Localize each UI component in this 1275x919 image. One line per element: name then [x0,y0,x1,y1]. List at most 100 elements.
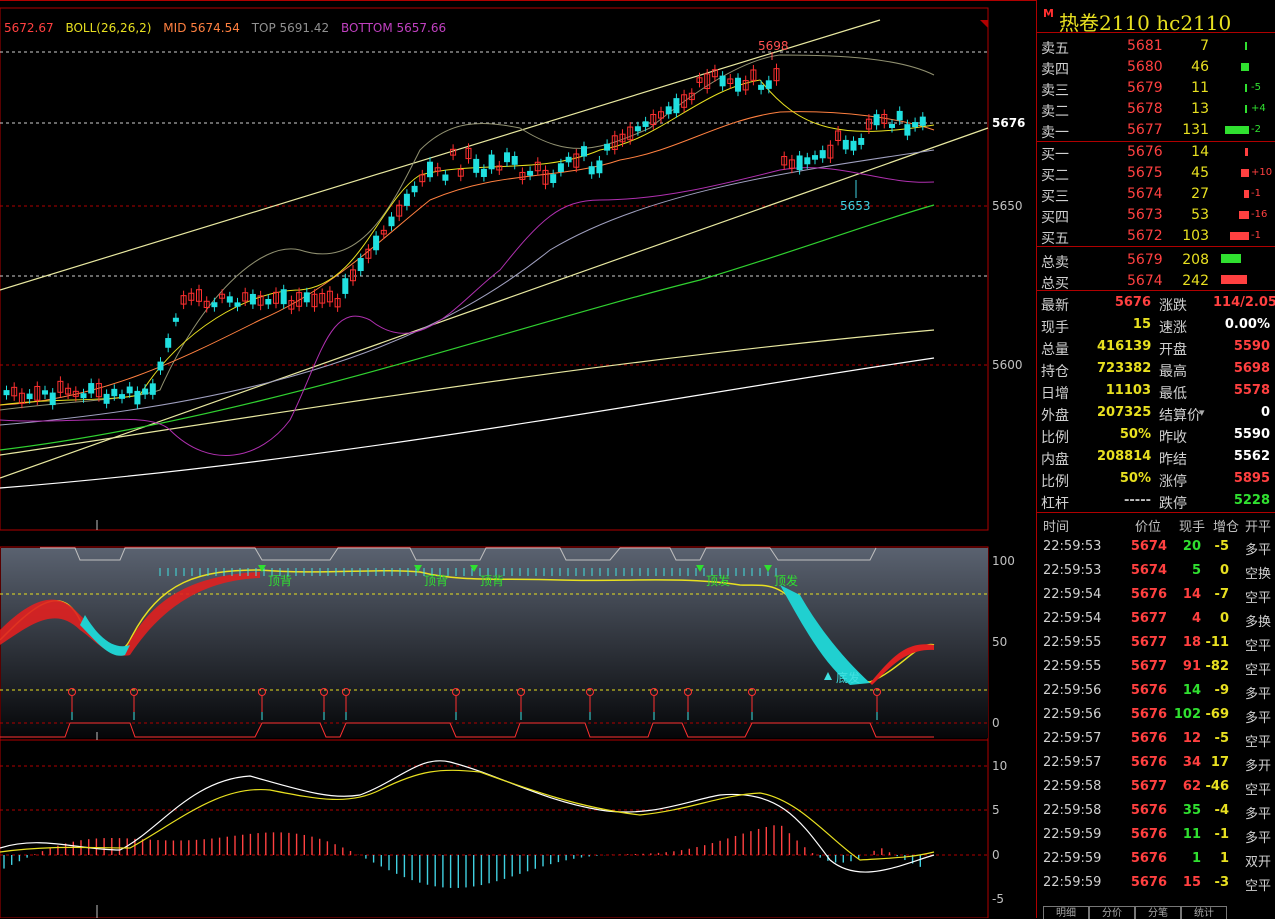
bid-level[interactable]: 买四 5673 53 -16 [1037,204,1275,226]
trade-volume: 5 [1191,563,1201,578]
axis-label: 100 [992,554,1015,568]
trade-volume: 14 [1182,683,1201,698]
signal-label: 底发 [836,670,860,685]
ask-level[interactable]: 卖五 5681 7 [1037,35,1275,57]
candle-body [142,388,149,395]
bid-level[interactable]: 买三 5674 27 -1 [1037,183,1275,205]
candle-body [226,296,233,303]
trade-row[interactable]: 22:59:59 5676 1 1 双开 [1037,848,1275,870]
candle-body [480,168,487,177]
candle-body [735,77,741,92]
stat-label: 结算价 [1159,408,1201,424]
ask-level[interactable]: 卖一 5677 131 -2 [1037,119,1275,141]
bid-level[interactable]: 买一 5676 14 [1037,141,1275,163]
candle-body [303,292,310,303]
trade-row[interactable]: 22:59:58 5676 35 -4 多平 [1037,800,1275,822]
candle-body [311,293,318,308]
trade-price: 5674 [1130,563,1167,578]
divider [1037,32,1275,33]
chart-area[interactable]: 5676 5650 5600 100 50 0 10 5 0 -5 5698 5653 顶背 顶背 顶背 顶发… [0,0,1036,918]
level-price: 5681 [1127,38,1163,54]
trades-header-time: 时间 [1043,520,1070,535]
bid-level[interactable]: 买五 5672 103 -1 [1037,225,1275,247]
trade-row[interactable]: 22:59:57 5676 34 17 多开 [1037,752,1275,774]
candle-body [557,163,564,172]
signal-label: 顶背 [268,574,292,588]
candle-body [172,317,179,322]
candle-body [511,156,518,165]
signal-label: 顶背 [424,574,448,588]
trade-row[interactable]: 22:59:54 5676 14 -7 空平 [1037,584,1275,606]
level-depth-bar [1225,126,1249,134]
trade-row[interactable]: 22:59:56 5676 14 -9 多平 [1037,680,1275,702]
trade-row[interactable]: 22:59:57 5676 12 -5 空平 [1037,728,1275,750]
candle-body [419,174,426,183]
trade-time: 22:59:55 [1043,635,1102,650]
trade-row[interactable]: 22:59:55 5677 18 -11 空平 [1037,632,1275,654]
trade-row[interactable]: 22:59:56 5676 102 -69 多平 [1037,704,1275,726]
candle-body [257,295,264,306]
stat-label: 最高 [1159,364,1187,380]
step-line-bottom [0,722,934,738]
trade-type: 空平 [1245,591,1272,606]
candle-body [527,170,534,176]
candle-body [773,68,780,82]
trade-time: 22:59:59 [1043,827,1102,842]
stat-value: 416139 [1097,339,1152,354]
trade-row[interactable]: 22:59:54 5677 4 0 多换 [1037,608,1275,630]
tab-0[interactable]: 明细 [1043,906,1089,919]
stat-label: 最低 [1159,386,1187,402]
tab-1[interactable]: 分价 [1089,906,1135,919]
stat-value: 15 [1132,317,1151,332]
axis-label: 0 [992,716,1000,730]
settle-dropdown-icon[interactable]: ▾ [1199,406,1205,419]
level-volume: 7 [1200,38,1209,54]
trade-oi-change: -3 [1214,875,1229,890]
ask-level[interactable]: 卖三 5679 11 -5 [1037,77,1275,99]
trade-oi-change: -9 [1214,683,1229,698]
macd-pane-border [0,739,989,918]
tab-2[interactable]: 分笔 [1135,906,1181,919]
candle-body [334,298,341,308]
stat-value: 114/2.05% [1213,295,1275,310]
level-volume: 103 [1182,228,1209,244]
tab-3[interactable]: 统计 [1181,906,1227,919]
boll-price: 5672.67 [4,21,54,35]
trade-row[interactable]: 22:59:55 5677 91 -82 空平 [1037,656,1275,678]
stat-row: 总量 416139 开盘 5590 [1037,336,1275,358]
trade-row[interactable]: 22:59:59 5676 11 -1 多平 [1037,824,1275,846]
candle-body [3,390,10,396]
trade-row[interactable]: 22:59:58 5677 62 -46 空平 [1037,776,1275,798]
stat-label: 总量 [1041,342,1069,358]
stat-row: 现手 15 速涨 0.00% [1037,314,1275,336]
candle-body [219,293,226,299]
trade-time: 22:59:58 [1043,803,1102,818]
trade-row[interactable]: 22:59:59 5676 15 -3 空平 [1037,872,1275,894]
stat-label: 开盘 [1159,342,1187,358]
signal-dot [320,688,328,696]
trade-volume: 14 [1182,587,1201,602]
stat-label: 外盘 [1041,408,1069,424]
trade-row[interactable]: 22:59:53 5674 20 -5 多平 [1037,536,1275,558]
candle-body [203,300,210,308]
ask-level[interactable]: 卖二 5678 13 +4 [1037,98,1275,120]
ask-level[interactable]: 卖四 5680 46 [1037,56,1275,78]
candle-body [781,156,788,166]
trade-oi-change: -69 [1205,707,1230,722]
candle-body [34,385,41,401]
stat-label: 昨收 [1159,430,1187,446]
bid-level[interactable]: 买二 5675 45 +10 [1037,162,1275,184]
candle-body [619,133,626,143]
stat-value: 5228 [1233,493,1270,508]
candle-body [912,122,919,128]
trade-row[interactable]: 22:59:53 5674 5 0 空换 [1037,560,1275,582]
trade-volume: 15 [1182,875,1201,890]
boll-mid [0,111,935,406]
trade-time: 22:59:56 [1043,707,1102,722]
trade-time: 22:59:54 [1043,587,1102,602]
candle-body [519,171,526,180]
total-bar [1221,275,1247,284]
candle-body [465,147,472,160]
candle-body [504,152,510,163]
